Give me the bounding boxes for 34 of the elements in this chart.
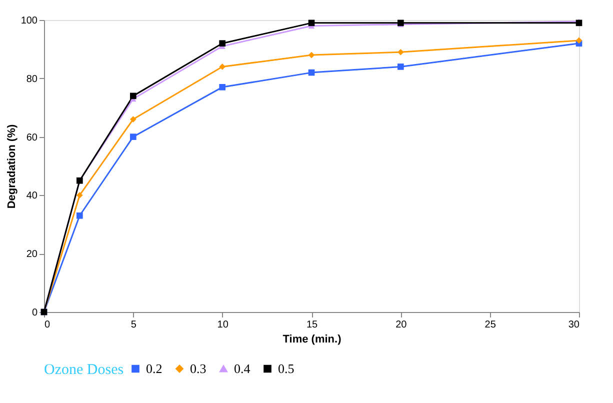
- y-axis-title: Degradation (%): [6, 124, 18, 209]
- y-tick-label: 100: [20, 16, 38, 26]
- point: [130, 134, 136, 140]
- x-tick-label: 15: [306, 320, 318, 330]
- point: [130, 92, 136, 100]
- y-tick-label: 20: [26, 249, 38, 260]
- legend-label: 0.5: [278, 360, 294, 376]
- point: [219, 40, 226, 47]
- point: [219, 84, 226, 90]
- y-tick-label: 60: [26, 132, 38, 144]
- legend-label: 0.4: [234, 360, 251, 376]
- point: [576, 37, 582, 44]
- x-tick-label: 25: [484, 320, 496, 330]
- point: [398, 48, 404, 56]
- x-axis-title: Time (min.): [282, 334, 342, 346]
- point: [130, 116, 136, 122]
- point: [398, 64, 404, 70]
- point: [308, 69, 315, 76]
- x-tick-label: 5: [130, 320, 137, 330]
- legend-label: 0.3: [190, 360, 206, 376]
- point: [76, 212, 83, 219]
- legend-label: 0.2: [146, 360, 162, 376]
- x-tick-label: 10: [217, 320, 229, 330]
- point: [219, 64, 226, 70]
- x-tick-label: 20: [396, 320, 408, 330]
- y-tick-label: 80: [26, 74, 38, 85]
- point: [308, 20, 315, 26]
- y-tick-label: 0: [32, 308, 38, 318]
- point: [308, 52, 315, 58]
- legend-title: Ozone Doses: [44, 362, 124, 378]
- point: [76, 192, 83, 198]
- y-tick-label: 40: [26, 190, 38, 202]
- x-tick-label: 0: [44, 320, 50, 330]
- x-tick-label: 30: [568, 320, 580, 330]
